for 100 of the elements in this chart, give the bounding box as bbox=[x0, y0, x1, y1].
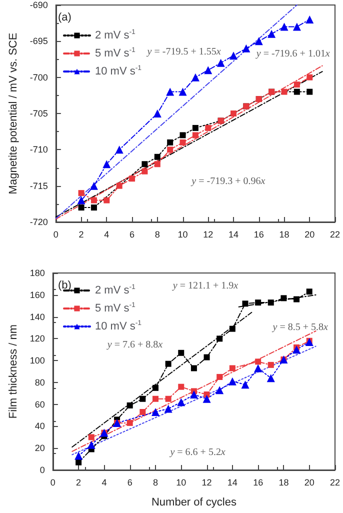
x-tick-label: 18 bbox=[279, 230, 290, 240]
x-tick-label: 18 bbox=[278, 478, 289, 488]
point bbox=[180, 139, 186, 146]
point bbox=[192, 124, 198, 131]
point bbox=[87, 440, 96, 449]
point bbox=[241, 380, 250, 389]
point bbox=[190, 390, 198, 398]
y-tick-label: -710 bbox=[30, 144, 48, 155]
annotation: y = -719.6 + 1.01x bbox=[255, 48, 330, 60]
point bbox=[164, 404, 172, 413]
point bbox=[102, 160, 111, 168]
point bbox=[167, 146, 174, 153]
y-tick-label: -695 bbox=[30, 36, 48, 46]
y-tick-label: 0 bbox=[40, 465, 45, 475]
point bbox=[151, 408, 160, 416]
x-tick-label: 8 bbox=[154, 230, 160, 240]
y-tick-label: 40 bbox=[34, 421, 45, 432]
point bbox=[281, 88, 288, 95]
annotation: y = -719.5 + 1.55x bbox=[146, 46, 222, 58]
x-tick-label: 20 bbox=[304, 478, 314, 488]
point bbox=[192, 132, 198, 138]
point bbox=[142, 161, 148, 168]
point bbox=[115, 146, 124, 154]
point bbox=[306, 15, 314, 24]
point bbox=[152, 384, 158, 391]
point bbox=[165, 396, 172, 402]
point bbox=[292, 346, 301, 354]
annotation: y = 6.6 + 5.2x bbox=[169, 446, 226, 458]
y-tick-label: -720 bbox=[30, 217, 48, 227]
point bbox=[166, 88, 174, 96]
y-tick-label: 80 bbox=[34, 377, 45, 388]
y-tick-label: 60 bbox=[34, 399, 45, 410]
x-tick-label: 10 bbox=[176, 478, 186, 488]
y-tick-label: 20 bbox=[34, 443, 45, 454]
x-tick-label: 22 bbox=[330, 230, 340, 240]
x-tick-label: 6 bbox=[130, 230, 135, 240]
point bbox=[228, 377, 236, 386]
point bbox=[254, 37, 263, 46]
x-tick-label: 22 bbox=[330, 478, 340, 488]
y-tick-label: -715 bbox=[30, 180, 48, 191]
y-tick-label: -700 bbox=[30, 72, 48, 82]
point bbox=[280, 295, 287, 302]
annotation: y = 121.1 + 1.9x bbox=[172, 280, 239, 292]
point bbox=[254, 364, 262, 372]
point bbox=[204, 66, 212, 74]
point bbox=[294, 88, 300, 95]
x-tick-label: 12 bbox=[202, 478, 212, 488]
y-axis-title: Film thickness / nm bbox=[8, 324, 20, 419]
point bbox=[154, 161, 160, 168]
x-tick-label: 0 bbox=[50, 478, 56, 488]
point bbox=[204, 391, 210, 398]
x-tick-label: 14 bbox=[227, 478, 238, 488]
point bbox=[167, 139, 174, 146]
point bbox=[180, 132, 186, 138]
point bbox=[216, 58, 225, 67]
annotation: (a) bbox=[58, 12, 72, 24]
point bbox=[292, 22, 301, 31]
point bbox=[178, 88, 187, 96]
point bbox=[229, 365, 236, 372]
x-tick-label: 4 bbox=[104, 230, 110, 240]
point bbox=[229, 326, 236, 332]
y-tick-label: 160 bbox=[30, 290, 45, 300]
x-tick-label: 0 bbox=[53, 230, 58, 240]
x-tick-label: 4 bbox=[102, 478, 107, 488]
annotation: y = 7.6 + 8.8x bbox=[106, 340, 164, 351]
x-tick-label: 16 bbox=[254, 230, 264, 240]
point bbox=[202, 394, 211, 403]
point bbox=[126, 420, 133, 426]
point bbox=[90, 182, 98, 190]
point bbox=[242, 300, 248, 307]
point bbox=[76, 459, 82, 466]
point bbox=[205, 124, 212, 131]
y-tick-label: -690 bbox=[30, 0, 48, 10]
x-axis-title: Number of cycles bbox=[151, 496, 237, 508]
y-axis-title: Magnetite potential / mV vs. SCE bbox=[8, 32, 20, 194]
annotation: y = -719.3 + 0.96x bbox=[190, 176, 266, 187]
point bbox=[266, 374, 275, 382]
y-tick-label: 140 bbox=[30, 312, 45, 322]
point bbox=[154, 154, 160, 160]
point bbox=[104, 197, 110, 204]
point bbox=[88, 434, 94, 440]
point bbox=[116, 182, 122, 189]
point bbox=[268, 30, 276, 38]
point bbox=[216, 336, 223, 342]
point bbox=[294, 82, 300, 88]
point bbox=[294, 296, 300, 302]
point bbox=[90, 197, 97, 204]
x-tick-label: 20 bbox=[304, 230, 315, 240]
x-tick-label: 16 bbox=[253, 478, 264, 488]
point bbox=[153, 110, 162, 118]
point bbox=[306, 288, 312, 295]
point bbox=[78, 190, 84, 196]
x-tick-label: 12 bbox=[203, 230, 214, 240]
point bbox=[126, 402, 133, 408]
annotation: (b) bbox=[58, 280, 72, 292]
point bbox=[230, 52, 238, 60]
point bbox=[306, 74, 313, 80]
point bbox=[306, 88, 313, 95]
point bbox=[142, 168, 148, 174]
point bbox=[204, 354, 210, 360]
